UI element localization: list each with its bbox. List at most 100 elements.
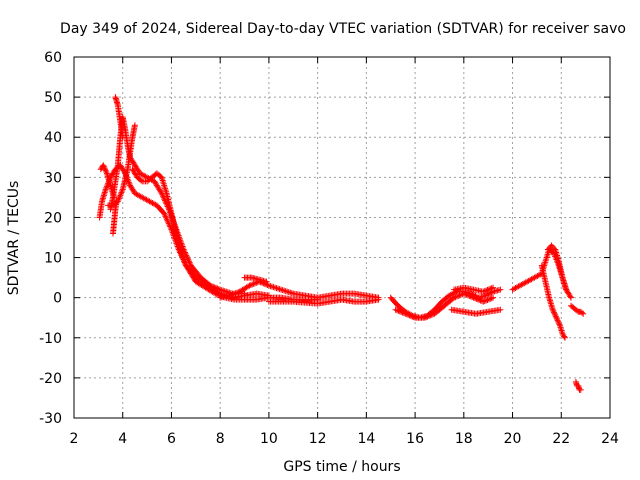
data-point [488, 285, 495, 292]
data-point [551, 310, 558, 317]
series-track-19 [572, 378, 584, 393]
y-tick-labels: -30 -20 -10 0 10 20 30 40 50 60 [39, 50, 62, 427]
data-point [161, 210, 168, 217]
series-track-5 [105, 122, 138, 209]
y-tick-label: -10 [39, 331, 62, 347]
series-track-10 [265, 296, 382, 307]
data-point [464, 292, 471, 299]
data-point [100, 163, 107, 170]
data-point [451, 294, 458, 301]
x-tick-label: 6 [167, 431, 176, 447]
data-point [426, 313, 433, 320]
y-tick-label: 30 [44, 170, 62, 186]
data-point [485, 286, 492, 293]
data-point [488, 295, 495, 302]
y-tick-label: 20 [44, 210, 62, 226]
data-point [375, 296, 382, 303]
data-point [567, 293, 574, 300]
data-point [480, 298, 487, 305]
series-track-4 [112, 94, 126, 141]
data-point [561, 334, 568, 341]
data-point [458, 291, 465, 298]
data-point [166, 222, 173, 229]
data-point [561, 333, 568, 340]
data-point [250, 280, 257, 287]
series-track-14 [451, 284, 497, 295]
data-point [463, 291, 470, 298]
data-point [490, 284, 497, 291]
data-point [405, 311, 412, 318]
data-point [552, 312, 559, 319]
data-point [473, 295, 480, 302]
data-point [554, 316, 561, 323]
data-point [476, 296, 483, 303]
data-point [228, 292, 235, 299]
data-point [568, 294, 575, 301]
data-point [246, 282, 253, 289]
y-tick-label: 50 [44, 90, 62, 106]
y-axis-label: SDTVAR / TECUs [6, 181, 22, 296]
data-point [550, 309, 557, 316]
data-point [555, 320, 562, 327]
data-point [423, 314, 430, 321]
data-point [157, 189, 164, 196]
data-point [163, 216, 170, 223]
data-point [101, 164, 108, 171]
chart-title: Day 349 of 2024, Sidereal Day-to-day VTE… [60, 21, 626, 37]
data-point [113, 198, 120, 205]
axis-ticks [73, 56, 611, 419]
data-point [555, 318, 562, 325]
data-point [469, 294, 476, 301]
data-point [549, 306, 556, 313]
y-tick-label: -20 [39, 371, 62, 387]
data-point [165, 219, 172, 226]
data-point [226, 292, 233, 299]
data-point [556, 321, 563, 328]
data-point [396, 308, 403, 315]
data-point [552, 313, 559, 320]
data-point [215, 286, 222, 293]
data-point [477, 297, 484, 304]
data-point [421, 314, 428, 321]
data-point [229, 291, 236, 298]
x-tick-label: 12 [309, 431, 327, 447]
data-point [483, 297, 490, 304]
data-point [480, 288, 487, 295]
data-point [424, 313, 431, 320]
data-point [474, 296, 481, 303]
data-point [161, 211, 168, 218]
data-point [102, 167, 109, 174]
data-point [470, 294, 477, 301]
data-point [553, 314, 560, 321]
data-point [249, 281, 256, 288]
data-point [392, 306, 399, 313]
data-point [100, 162, 107, 169]
y-tick-label: 0 [53, 291, 62, 307]
data-point [409, 313, 416, 320]
data-point [214, 285, 221, 292]
plot-frame [73, 56, 611, 419]
data-point [577, 386, 584, 393]
data-point [264, 282, 271, 289]
data-point [407, 313, 414, 320]
data-point [163, 214, 170, 221]
data-point [462, 291, 469, 298]
data-point [233, 289, 240, 296]
data-point [119, 134, 126, 141]
data-point [102, 166, 109, 173]
data-point [103, 168, 110, 175]
data-point [554, 317, 561, 324]
data-point [247, 282, 254, 289]
series-track-17 [544, 242, 570, 293]
data-point [452, 294, 459, 301]
x-tick-label: 18 [455, 431, 473, 447]
data-point [181, 247, 188, 254]
y-tick-label: -30 [39, 411, 62, 427]
data-point [578, 309, 585, 316]
data-point [131, 122, 138, 129]
data-point [410, 314, 417, 321]
data-point [402, 310, 409, 317]
x-tick-label: 22 [552, 431, 570, 447]
data-point [231, 290, 238, 297]
